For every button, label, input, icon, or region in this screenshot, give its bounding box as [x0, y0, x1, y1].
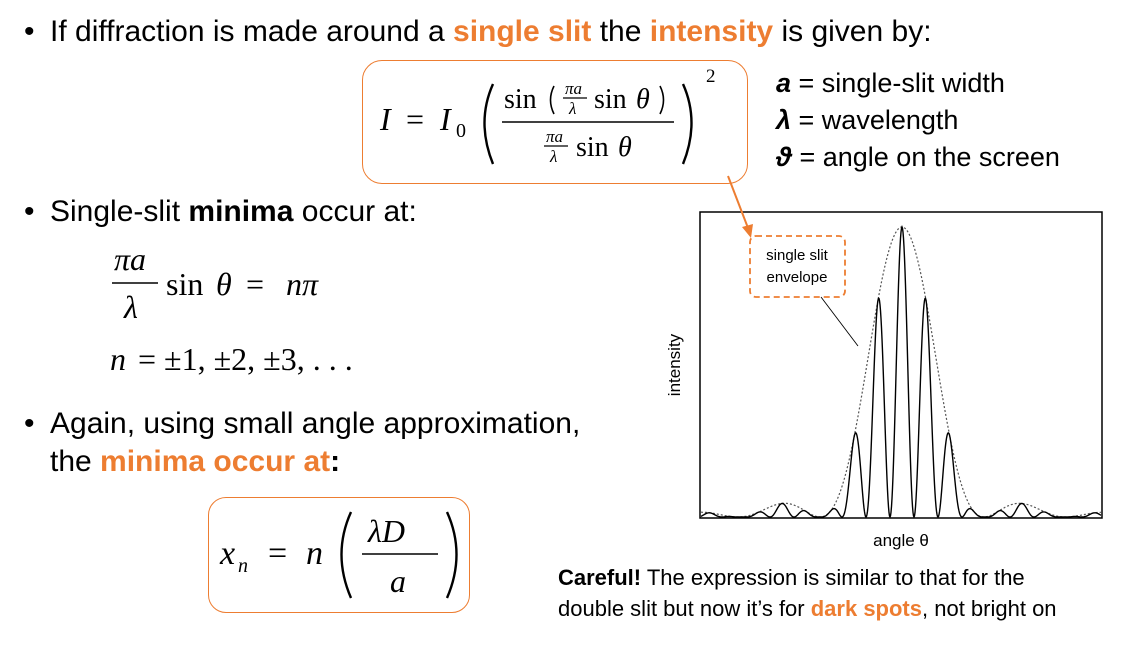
minima-equation: πa λ sin θ = nπ n = ±1, ±2, ±3, . . . — [100, 238, 460, 393]
svg-text:πa: πa — [546, 127, 563, 146]
svg-text:θ: θ — [618, 132, 632, 163]
svg-text:sin: sin — [166, 266, 203, 302]
legend-text: = single-slit width — [791, 68, 1005, 98]
svg-text:sin: sin — [594, 84, 627, 115]
legend-symbol: ϑ — [776, 142, 792, 172]
bullet-small-angle: • Again, using small angle approximation, — [24, 406, 580, 442]
intensity-graph: single slit envelope intensity angle θ — [648, 200, 1118, 565]
svg-text:n: n — [110, 341, 126, 377]
bullet-dot: • — [24, 15, 35, 48]
legend-symbol: λ — [776, 105, 792, 135]
bullet-intensity: • If diffraction is made around a single … — [24, 14, 932, 50]
bullet-text: the — [50, 445, 101, 478]
bold-minima: minima — [188, 195, 294, 228]
legend-item-a: a = single-slit width — [776, 65, 1060, 102]
svg-text:nπ: nπ — [286, 266, 319, 302]
svg-text:sin: sin — [576, 132, 609, 163]
bullet-text: If diffraction is made around a — [50, 15, 454, 48]
careful-note: Careful! The expression is similar to th… — [558, 562, 1057, 624]
highlight-intensity: intensity — [649, 15, 774, 48]
svg-text:I: I — [439, 101, 452, 137]
envelope-annotation-box — [749, 235, 846, 298]
bullet-text: Single-slit — [50, 195, 189, 228]
legend-item-lambda: λ = wavelength — [776, 102, 1060, 139]
annotation-line2: envelope — [767, 269, 828, 286]
bullet-minima: • Single-slit minima occur at: — [24, 194, 417, 230]
legend-item-theta: ϑ = angle on the screen — [776, 139, 1060, 176]
position-formula-box — [208, 497, 470, 613]
bullet-small-angle-line2: the minima occur at: — [50, 444, 340, 480]
bullet-text: Again, using small angle approximation, — [50, 407, 581, 440]
legend-text: = wavelength — [791, 105, 959, 135]
svg-text:θ: θ — [636, 84, 650, 115]
single-slit-envelope-curve — [701, 226, 1101, 518]
svg-text:λ: λ — [568, 99, 576, 118]
svg-text:λD: λD — [367, 513, 405, 549]
svg-text:2: 2 — [706, 66, 716, 87]
bullet-text: is given by: — [773, 15, 932, 48]
variable-legend: a = single-slit width λ = wavelength ϑ =… — [776, 65, 1060, 176]
careful-text: double slit but now it’s for — [558, 596, 811, 621]
intensity-formula: I = I 0 sin πa λ sin θ πa λ sin θ 2 — [376, 64, 736, 185]
formula-to-graph-arrow — [727, 175, 753, 238]
careful-note-line2: double slit but now it’s for dark spots,… — [558, 593, 1057, 624]
y-axis-label: intensity — [665, 333, 684, 396]
position-formula-svg: x n = n λD a — [219, 511, 458, 599]
svg-text:0: 0 — [456, 120, 466, 142]
highlight-single-slit: single slit — [453, 15, 592, 48]
interference-fringes-curve — [700, 225, 1102, 519]
svg-text:I: I — [379, 101, 392, 137]
careful-text: The expression is similar to that for th… — [641, 565, 1025, 590]
bullet-dot: • — [24, 195, 35, 228]
bullet-dot: • — [24, 407, 35, 440]
bullet-text: the — [591, 15, 650, 48]
svg-text:λ: λ — [549, 147, 557, 166]
highlight-dark-spots: dark spots — [810, 596, 922, 621]
annotation-line1: single slit — [766, 247, 829, 264]
position-formula: x n = n λD a — [216, 500, 466, 613]
svg-text:λ: λ — [123, 289, 138, 325]
bullet-text: : — [330, 445, 341, 478]
svg-text:πa: πa — [114, 241, 146, 277]
annotation-pointer — [820, 296, 859, 347]
svg-text:=: = — [406, 101, 424, 137]
svg-text:= ±1, ±2, ±3, . . .: = ±1, ±2, ±3, . . . — [138, 341, 353, 377]
x-axis-label: angle θ — [873, 531, 929, 550]
intensity-formula-svg: I = I 0 sin πa λ sin θ πa λ sin θ 2 — [379, 66, 716, 166]
svg-text:a: a — [390, 563, 406, 599]
svg-text:πa: πa — [565, 79, 582, 98]
svg-text:=: = — [246, 266, 264, 302]
svg-text:n: n — [238, 555, 248, 577]
svg-text:n: n — [306, 535, 323, 572]
intensity-graph-svg: single slit envelope intensity angle θ — [665, 211, 1103, 550]
svg-text:sin: sin — [504, 84, 537, 115]
intensity-formula-box — [362, 60, 748, 184]
svg-text:=: = — [268, 535, 287, 572]
legend-text: = angle on the screen — [791, 142, 1060, 172]
legend-symbol: a — [776, 68, 792, 98]
minima-equation-svg: πa λ sin θ = nπ n = ±1, ±2, ±3, . . . — [110, 241, 353, 377]
highlight-minima-occur: minima occur at — [100, 445, 331, 478]
bullet-text: occur at: — [293, 195, 417, 228]
careful-bold: Careful! — [558, 565, 642, 590]
svg-text:x: x — [219, 535, 235, 572]
careful-note-line1: Careful! The expression is similar to th… — [558, 562, 1057, 593]
careful-text: , not bright on — [922, 596, 1057, 621]
svg-text:θ: θ — [216, 266, 232, 302]
